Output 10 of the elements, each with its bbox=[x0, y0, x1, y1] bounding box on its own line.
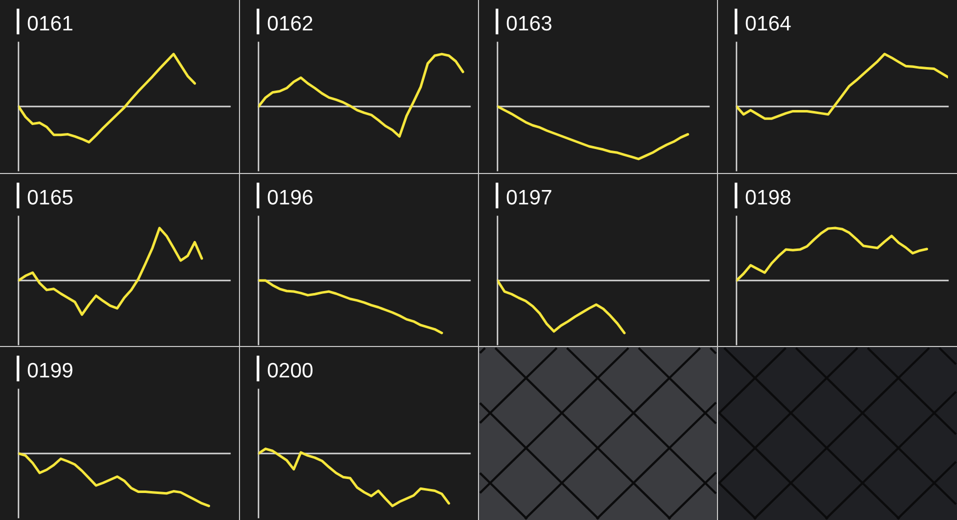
chart-title: 0198 bbox=[746, 190, 790, 205]
chart-title: 0197 bbox=[506, 190, 552, 205]
chart-title: 0164 bbox=[746, 16, 791, 31]
chart-title: 0163 bbox=[506, 16, 552, 31]
chart-title: 0165 bbox=[28, 190, 72, 205]
chart-title: 0162 bbox=[268, 16, 312, 31]
chart-title: 0200 bbox=[268, 362, 313, 378]
chart-title: 0161 bbox=[28, 16, 72, 31]
chart-title: 0199 bbox=[28, 362, 72, 378]
chart-title: 0196 bbox=[268, 190, 312, 205]
